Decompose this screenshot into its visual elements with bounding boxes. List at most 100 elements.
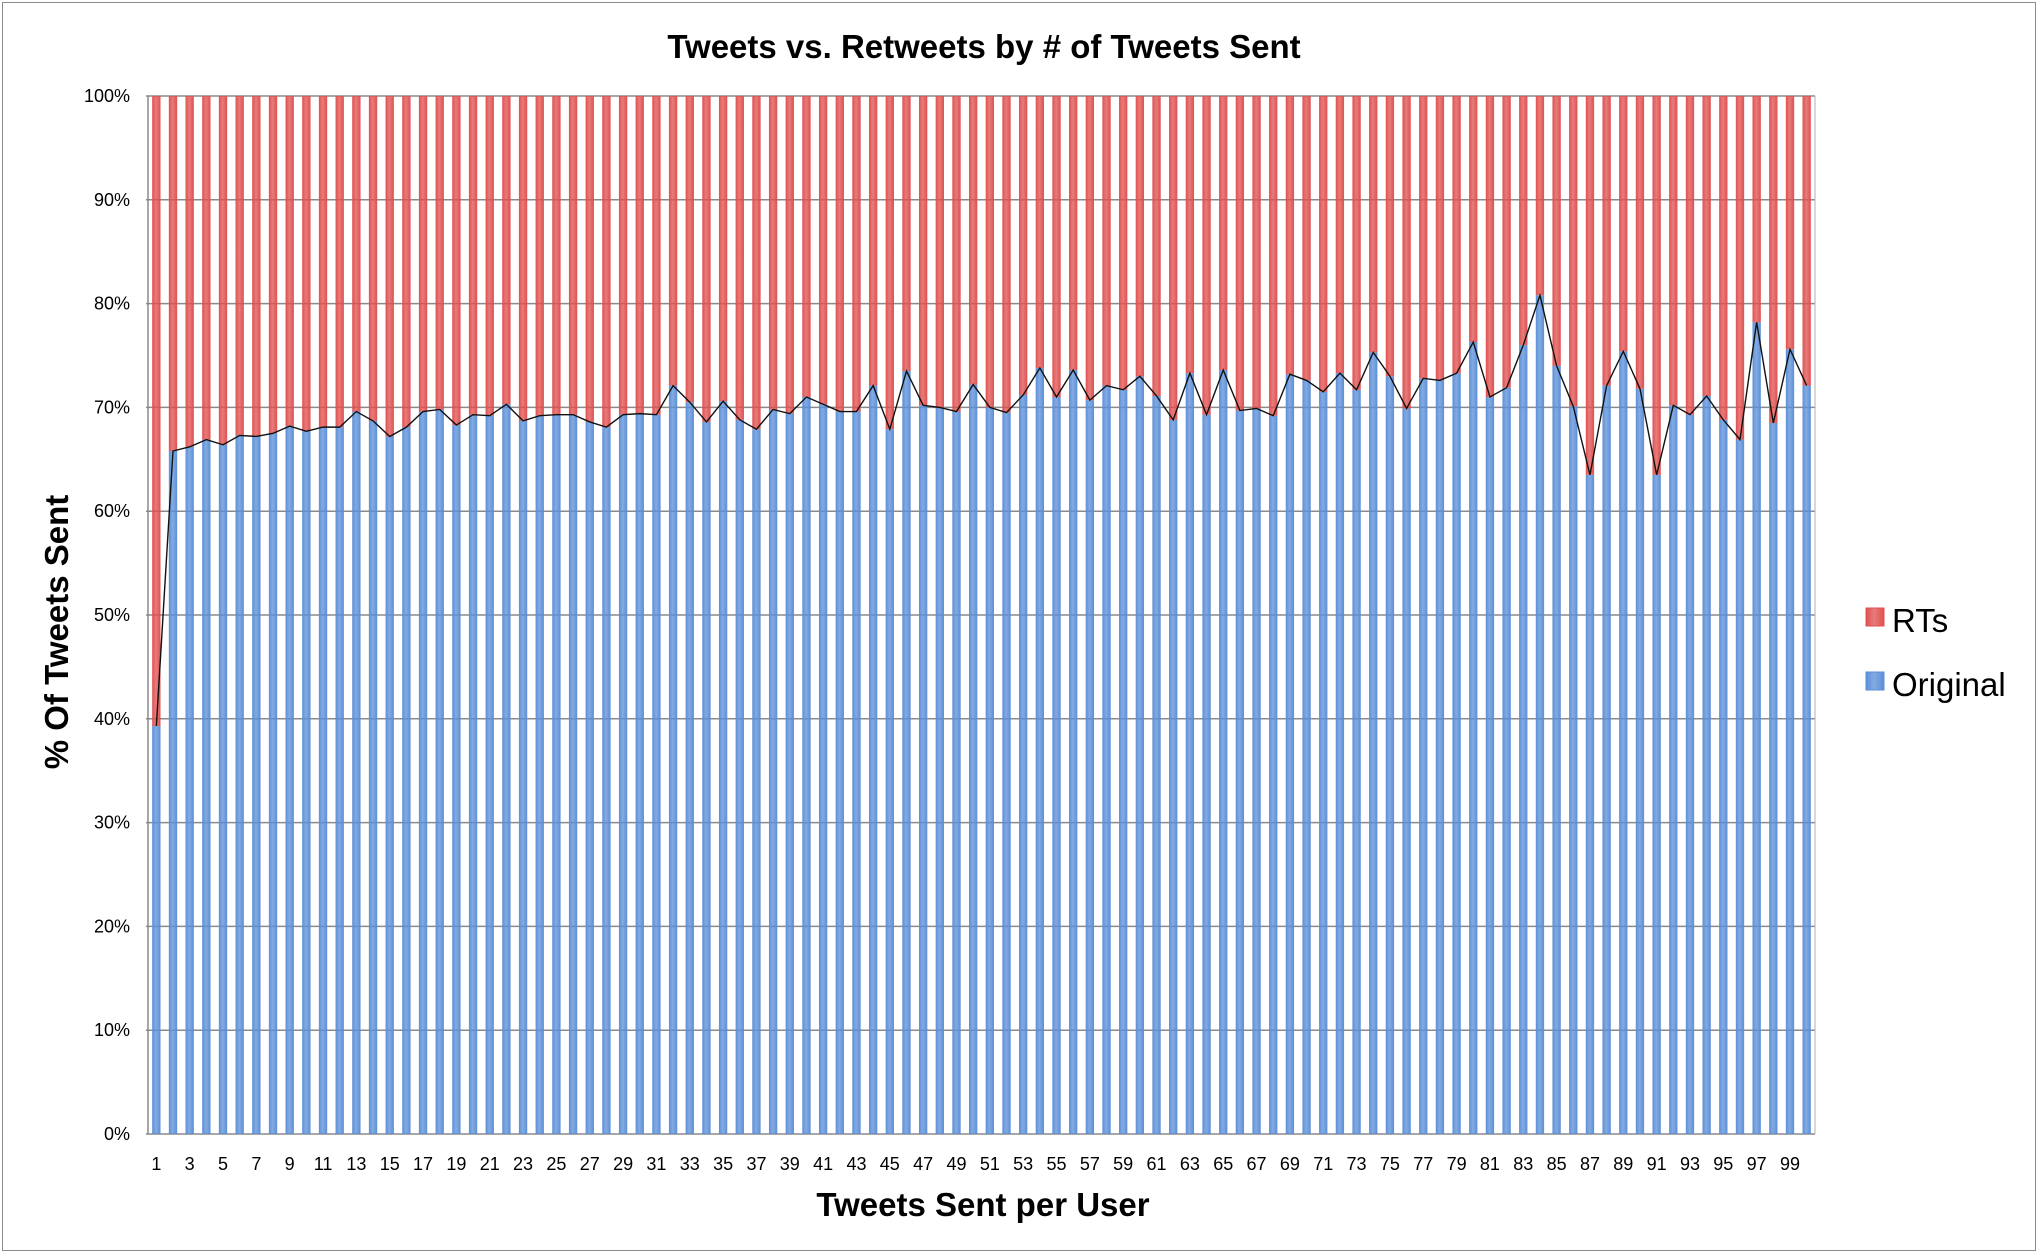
- x-tick-label: 93: [1680, 1154, 1700, 1174]
- x-tick-label: 17: [413, 1154, 433, 1174]
- legend-label: RTs: [1892, 602, 1948, 639]
- bar-rts: [1652, 96, 1661, 475]
- bar-original: [1552, 365, 1561, 1134]
- bar-original: [1352, 389, 1361, 1134]
- bar-original: [1169, 419, 1178, 1135]
- bar-rts: [1135, 96, 1145, 377]
- bar-original: [785, 413, 794, 1134]
- bar-original: [902, 371, 911, 1134]
- bar-original: [385, 436, 394, 1134]
- bar-rts: [1352, 96, 1361, 390]
- bar-rts: [735, 96, 744, 420]
- x-tick-label: 47: [913, 1154, 933, 1174]
- bar-rts: [1752, 96, 1761, 323]
- bar-original: [968, 384, 978, 1135]
- x-tick-label: 41: [813, 1154, 833, 1174]
- bar-original: [1069, 370, 1078, 1135]
- bar-rts: [985, 96, 995, 408]
- bar-rts: [1235, 96, 1245, 411]
- bar-original: [1752, 322, 1761, 1134]
- bar-original: [1002, 412, 1011, 1135]
- x-tick-label: 39: [780, 1154, 800, 1174]
- bar-rts: [1019, 96, 1028, 395]
- bar-rts: [1169, 96, 1178, 420]
- bar-rts: [1519, 96, 1528, 346]
- bar-rts: [1402, 96, 1411, 409]
- x-tick-label: 85: [1547, 1154, 1567, 1174]
- bar-rts: [185, 96, 194, 447]
- bar-original: [1685, 414, 1695, 1134]
- bar-original: [952, 411, 961, 1134]
- legend-swatch: [1865, 607, 1885, 627]
- bar-original: [502, 404, 511, 1134]
- x-tick-label: 71: [1313, 1154, 1333, 1174]
- y-tick-label: 90%: [94, 190, 130, 210]
- bar-original: [868, 385, 878, 1134]
- chart-title: Tweets vs. Retweets by # of Tweets Sent: [667, 28, 1300, 65]
- bar-rts: [452, 96, 461, 426]
- bar-rts: [1452, 96, 1461, 374]
- bar-rts: [1535, 96, 1545, 296]
- bar-original: [1335, 373, 1345, 1134]
- bar-original: [1102, 385, 1111, 1134]
- bar-rts: [1552, 96, 1561, 366]
- bar-rts: [1219, 96, 1228, 371]
- bar-original: [352, 411, 361, 1134]
- bar-original: [652, 414, 661, 1134]
- bar-rts: [1285, 96, 1295, 375]
- bar-rts: [1369, 96, 1378, 353]
- bar-rts: [835, 96, 844, 412]
- bar-rts: [1152, 96, 1161, 396]
- bar-original: [1569, 406, 1578, 1134]
- x-tick-label: 63: [1180, 1154, 1200, 1174]
- bar-rts: [852, 96, 861, 412]
- bar-original: [418, 411, 428, 1134]
- bar-original: [552, 414, 561, 1134]
- boundary-line: [155, 292, 1808, 727]
- bar-original: [1419, 378, 1428, 1134]
- bar-original: [1185, 373, 1195, 1134]
- bar-rts: [1202, 96, 1211, 415]
- bar-rts: [718, 96, 728, 402]
- bar-rts: [668, 96, 678, 386]
- bar-original: [1252, 408, 1261, 1134]
- x-axis-ticks: 1 3 5 7 9 11 13 15 17 19 21 23 25 27 29 31 33 35 37 39 41 43 4…: [151, 1154, 1800, 1174]
- bar-rts: [202, 96, 211, 440]
- bar-rts: [1385, 96, 1395, 377]
- x-tick-label: 33: [680, 1154, 700, 1174]
- bar-original: [835, 411, 844, 1134]
- bar-rts: [752, 96, 761, 430]
- bar-original: [485, 415, 494, 1135]
- y-tick-label: 0%: [104, 1124, 130, 1144]
- bar-original: [518, 420, 528, 1134]
- x-tick-label: 59: [1113, 1154, 1133, 1174]
- bar-original: [1319, 391, 1328, 1135]
- bar-rts: [1419, 96, 1428, 379]
- x-tick-label: 91: [1647, 1154, 1667, 1174]
- y-tick-label: 30%: [94, 813, 130, 833]
- bar-original: [1235, 410, 1245, 1134]
- bar-original: [985, 407, 995, 1134]
- bar-original: [1719, 419, 1728, 1135]
- bar-original: [1135, 376, 1145, 1134]
- bar-rts: [1619, 96, 1628, 352]
- bar-rts: [1485, 96, 1495, 398]
- bar-rts: [302, 96, 311, 432]
- bar-rts: [685, 96, 694, 403]
- x-tick-label: 73: [1347, 1154, 1367, 1174]
- bar-original: [535, 415, 544, 1135]
- bar-original: [1602, 385, 1611, 1134]
- x-tick-label: 13: [346, 1154, 366, 1174]
- bar-rts: [1269, 96, 1278, 416]
- x-tick-label: 9: [285, 1154, 295, 1174]
- bar-rts: [885, 96, 894, 430]
- bar-original: [1269, 415, 1278, 1135]
- bar-rts: [618, 96, 628, 415]
- bar-rts: [585, 96, 594, 422]
- y-axis-ticks: 0% 10% 20% 30% 40% 50% 60% 70% 80% 90% 100%: [84, 86, 130, 1144]
- bar-original: [1452, 373, 1461, 1134]
- bar-rts: [1335, 96, 1345, 374]
- bar-original: [152, 726, 161, 1134]
- bar-original: [718, 401, 728, 1134]
